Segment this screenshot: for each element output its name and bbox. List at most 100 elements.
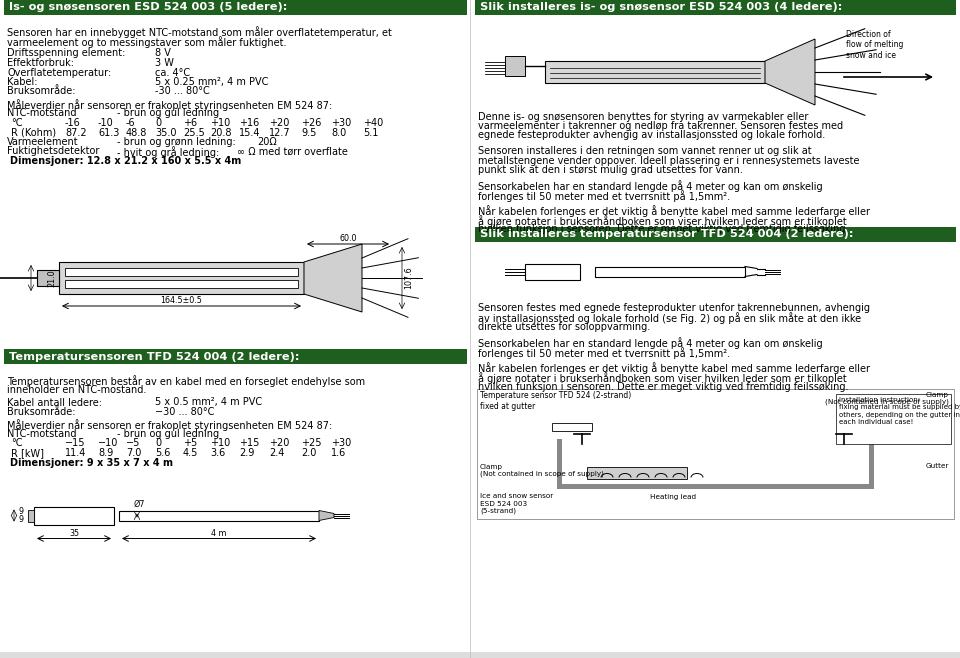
Text: Effektforbruk:: Effektforbruk: — [7, 58, 74, 68]
Text: Sensoren installeres i den retningen som vannet renner ut og slik at: Sensoren installeres i den retningen som… — [478, 146, 811, 156]
Text: +20: +20 — [269, 118, 289, 128]
Text: NTC-motstand: NTC-motstand — [7, 109, 77, 118]
Text: +10: +10 — [210, 438, 230, 449]
Text: - hvit og grå ledning:: - hvit og grå ledning: — [117, 147, 219, 159]
Text: Sensorkabelen har en standard lengde på 4 meter og kan om ønskelig: Sensorkabelen har en standard lengde på … — [478, 180, 823, 192]
Bar — [65, 268, 298, 276]
Text: Bruksområde:: Bruksområde: — [7, 407, 76, 417]
Text: 0: 0 — [155, 438, 161, 449]
Bar — [4, 349, 467, 364]
Text: 15.4: 15.4 — [239, 128, 260, 138]
Text: +15: +15 — [239, 438, 259, 449]
Text: 1.6: 1.6 — [331, 448, 347, 458]
Text: 164.5±0.5: 164.5±0.5 — [160, 296, 203, 305]
Text: 9
9: 9 9 — [19, 507, 24, 524]
Text: Is- og snøsensoren ESD 524 003 (5 ledere):: Is- og snøsensoren ESD 524 003 (5 ledere… — [9, 3, 287, 13]
Text: 9.5: 9.5 — [301, 128, 317, 138]
Text: -10: -10 — [98, 118, 113, 128]
Text: R (Kohm): R (Kohm) — [11, 128, 56, 138]
Text: Driftsspenning element:: Driftsspenning element: — [7, 49, 126, 59]
Text: +5: +5 — [183, 438, 197, 449]
Bar — [0, 652, 960, 658]
Text: -6: -6 — [126, 118, 135, 128]
Text: Overflatetemperatur:: Overflatetemperatur: — [7, 68, 111, 78]
Text: 5 x 0.5 mm², 4 m PVC: 5 x 0.5 mm², 4 m PVC — [155, 397, 262, 407]
Bar — [505, 56, 525, 76]
Text: ca. 4°C: ca. 4°C — [155, 68, 190, 78]
Text: 7.0: 7.0 — [126, 448, 141, 458]
Text: +6: +6 — [183, 118, 197, 128]
Text: Når kabelen forlenges er det viktig å benytte kabel med samme lederfarge eller: Når kabelen forlenges er det viktig å be… — [478, 205, 870, 217]
Text: Heating lead: Heating lead — [650, 494, 696, 499]
Bar — [475, 0, 956, 15]
Text: direkte utsettes for soloppvarming.: direkte utsettes for soloppvarming. — [478, 322, 650, 332]
Text: -16: -16 — [65, 118, 81, 128]
Text: 60.0: 60.0 — [339, 234, 357, 243]
Text: Sensoren festes med egnede festeprodukter utenfor takrennebunnen, avhengig: Sensoren festes med egnede festeprodukte… — [478, 303, 870, 313]
Text: +16: +16 — [239, 118, 259, 128]
Text: Kabel:: Kabel: — [7, 77, 37, 87]
Text: - brun og gul ledning: - brun og gul ledning — [117, 109, 219, 118]
Text: Clamp
(Not contained in scope of supply): Clamp (Not contained in scope of supply) — [826, 392, 949, 405]
Text: forlenges til 50 meter med et tverrsnitt på 1,5mm².: forlenges til 50 meter med et tverrsnitt… — [478, 190, 731, 202]
Text: hvilken funksjon i sensoren. Dette er meget viktig ved fremtidig feilssøking.: hvilken funksjon i sensoren. Dette er me… — [478, 224, 849, 234]
Text: −10: −10 — [98, 438, 118, 449]
Text: Dimensjoner: 9 x 35 x 7 x 4 m: Dimensjoner: 9 x 35 x 7 x 4 m — [10, 457, 173, 467]
Polygon shape — [304, 244, 362, 312]
Text: Denne is- og snøsensoren benyttes for styring av varmekabler eller: Denne is- og snøsensoren benyttes for st… — [478, 111, 808, 122]
Text: +30: +30 — [331, 118, 351, 128]
Text: 4 m: 4 m — [211, 528, 227, 538]
Text: inneholder en NTC-mostand.: inneholder en NTC-mostand. — [7, 385, 146, 395]
Text: Måleverdier når sensoren er frakoplet styringsenheten EM 524 87:: Måleverdier når sensoren er frakoplet st… — [7, 420, 332, 432]
Bar — [557, 484, 874, 488]
Bar — [65, 280, 298, 288]
Bar — [28, 509, 34, 522]
Text: egnede festeprodukter avhengig av installasjonssted og lokale forhold.: egnede festeprodukter avhengig av instal… — [478, 130, 826, 141]
Text: punkt slik at den i størst mulig grad utsettes for vann.: punkt slik at den i størst mulig grad ut… — [478, 165, 743, 175]
Text: 2.4: 2.4 — [269, 448, 284, 458]
Text: Sensoren har en innebygget NTC-motstand som måler overflatetemperatur, et: Sensoren har en innebygget NTC-motstand … — [7, 26, 392, 38]
Text: −30 ... 80°C: −30 ... 80°C — [155, 407, 214, 417]
Text: Clamp
(Not contained in scope of supply): Clamp (Not contained in scope of supply) — [480, 463, 604, 477]
Text: Direction of
flow of melting
snow and ice: Direction of flow of melting snow and ic… — [846, 30, 903, 60]
Text: varmeelement og to messingstaver som måler fuktighet.: varmeelement og to messingstaver som mål… — [7, 36, 286, 48]
Bar — [34, 507, 114, 524]
Text: 35: 35 — [69, 528, 79, 538]
Text: 5.1: 5.1 — [363, 128, 378, 138]
Text: å gjøre notater i brukserhåndboken som viser hvilken leder som er tilkoplet: å gjøre notater i brukserhåndboken som v… — [478, 215, 847, 227]
Polygon shape — [765, 39, 815, 105]
Text: 20.8: 20.8 — [210, 128, 231, 138]
Bar — [119, 511, 319, 520]
Text: R [kW]: R [kW] — [11, 448, 44, 458]
Text: °C: °C — [11, 118, 22, 128]
Text: 87.2: 87.2 — [65, 128, 86, 138]
Text: 5 x 0.25 mm², 4 m PVC: 5 x 0.25 mm², 4 m PVC — [155, 77, 269, 87]
Text: 8.0: 8.0 — [331, 128, 347, 138]
Text: Ice and snow sensor
ESD 524 003
(5-strand): Ice and snow sensor ESD 524 003 (5-stran… — [480, 494, 553, 514]
Text: Når kabelen forlenges er det viktig å benytte kabel med samme lederfarge eller: Når kabelen forlenges er det viktig å be… — [478, 363, 870, 374]
Text: 107.6: 107.6 — [404, 266, 413, 290]
Text: 2.9: 2.9 — [239, 448, 254, 458]
Text: 35.0: 35.0 — [155, 128, 177, 138]
Text: Installation instruction:
fixing material must be supplied by
others, depending : Installation instruction: fixing materia… — [839, 397, 960, 424]
Text: +40: +40 — [363, 118, 383, 128]
Text: °C: °C — [11, 438, 22, 449]
Text: 2.0: 2.0 — [301, 448, 317, 458]
Text: Sensorkabelen har en standard lengde på 4 meter og kan om ønskelig: Sensorkabelen har en standard lengde på … — [478, 338, 823, 349]
Text: - brun og grønn ledning:: - brun og grønn ledning: — [117, 137, 236, 147]
Text: 12.7: 12.7 — [269, 128, 291, 138]
Text: 25.5: 25.5 — [183, 128, 204, 138]
Text: Måleverdier når sensoren er frakoplet styringsenheten EM 524 87:: Måleverdier når sensoren er frakoplet st… — [7, 99, 332, 111]
Text: - brun og gul ledning: - brun og gul ledning — [117, 429, 219, 439]
Text: 8.9: 8.9 — [98, 448, 113, 458]
Text: metallstengene vender oppover. Ideell plassering er i rennesystemets laveste: metallstengene vender oppover. Ideell pl… — [478, 155, 859, 166]
Text: +25: +25 — [301, 438, 322, 449]
Bar — [37, 270, 59, 286]
Text: +20: +20 — [269, 438, 289, 449]
Bar — [545, 61, 765, 83]
Polygon shape — [319, 511, 334, 520]
Text: 11.4: 11.4 — [65, 448, 86, 458]
Text: Temperature sensor TFD 524 (2-strand)
fixed at gutter: Temperature sensor TFD 524 (2-strand) fi… — [480, 392, 632, 411]
Bar — [525, 263, 580, 280]
Text: 0: 0 — [155, 118, 161, 128]
